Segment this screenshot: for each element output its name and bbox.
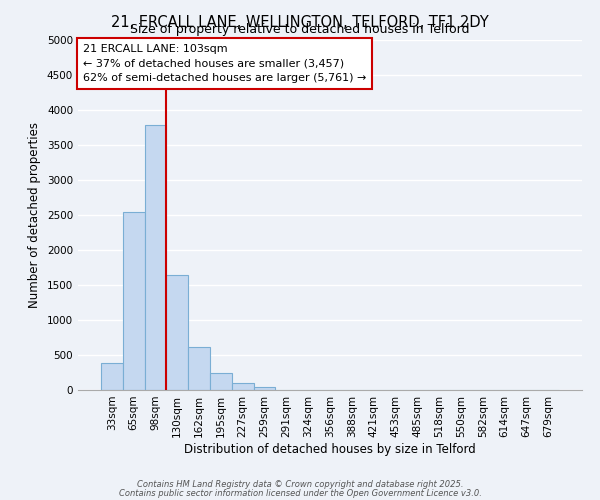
Text: 21 ERCALL LANE: 103sqm
← 37% of detached houses are smaller (3,457)
62% of semi-: 21 ERCALL LANE: 103sqm ← 37% of detached… xyxy=(83,44,367,83)
Bar xyxy=(166,274,188,390)
Text: Contains public sector information licensed under the Open Government Licence v3: Contains public sector information licen… xyxy=(119,488,481,498)
Bar xyxy=(232,383,254,390)
Bar xyxy=(210,372,232,390)
Y-axis label: Number of detached properties: Number of detached properties xyxy=(28,122,41,308)
Bar xyxy=(254,386,275,390)
Bar xyxy=(145,126,166,390)
Bar xyxy=(123,212,145,390)
Text: Size of property relative to detached houses in Telford: Size of property relative to detached ho… xyxy=(130,22,470,36)
Bar xyxy=(188,346,210,390)
X-axis label: Distribution of detached houses by size in Telford: Distribution of detached houses by size … xyxy=(184,442,476,456)
Bar xyxy=(101,362,123,390)
Text: Contains HM Land Registry data © Crown copyright and database right 2025.: Contains HM Land Registry data © Crown c… xyxy=(137,480,463,489)
Text: 21, ERCALL LANE, WELLINGTON, TELFORD, TF1 2DY: 21, ERCALL LANE, WELLINGTON, TELFORD, TF… xyxy=(111,15,489,30)
